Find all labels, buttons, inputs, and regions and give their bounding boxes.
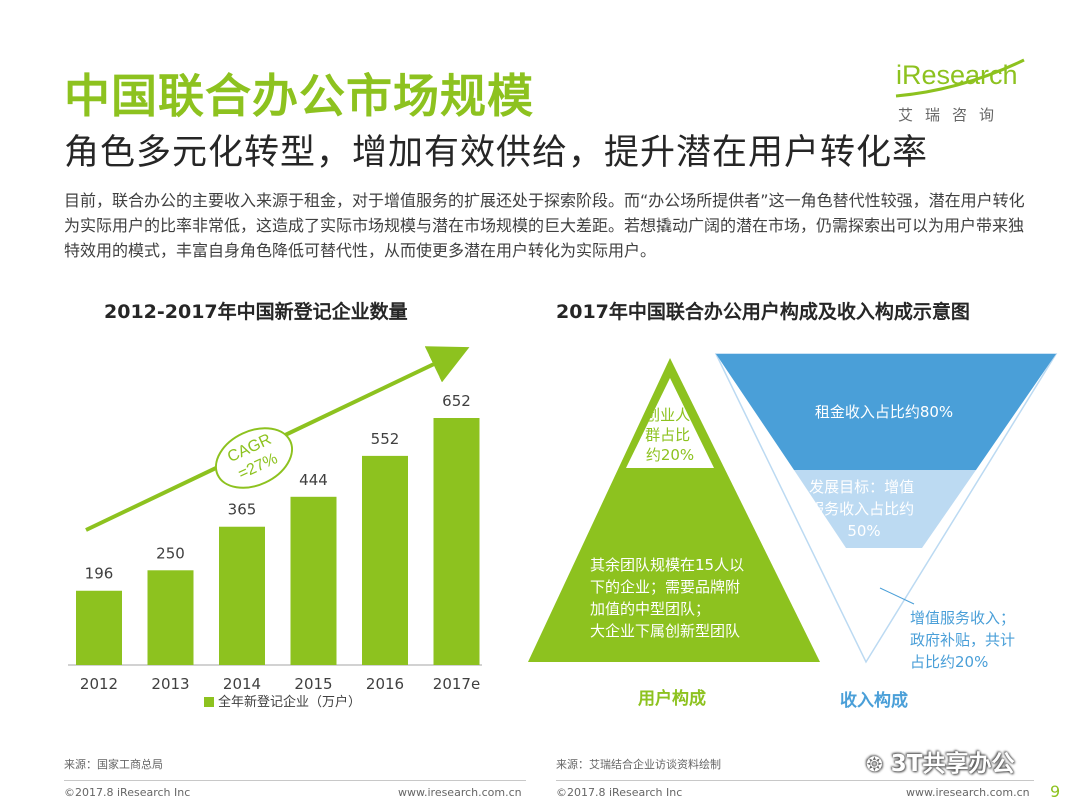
- bar-2017e: [433, 418, 480, 665]
- footer-divider-right: [556, 780, 1034, 781]
- user-pyramid: [528, 358, 820, 662]
- logo-brand: iResearch: [896, 60, 1018, 90]
- bar-chart-title: 2012-2017年中国新登记企业数量: [104, 301, 408, 323]
- x-tick-label: 2012: [80, 675, 118, 693]
- revenue-composition-label: 收入构成: [840, 690, 908, 711]
- watermark: ❂ 3T共享办公: [866, 744, 1014, 778]
- logo-subtext: 艾瑞咨询: [898, 106, 1007, 124]
- copyright-left: ©2017.8 iResearch Inc: [64, 786, 191, 799]
- url-right[interactable]: www.iresearch.com.cn: [906, 786, 1030, 799]
- bar-value-label: 250: [156, 544, 185, 562]
- source-left: 来源：国家工商总局: [64, 758, 163, 771]
- user-bottom-text: 其余团队规模在15人以 下的企业；需要品牌附 加值的中型团队； 大企业下属创新型…: [590, 556, 749, 640]
- url-left[interactable]: www.iresearch.com.cn: [398, 786, 522, 799]
- chat-bubble-icon: ❂: [866, 752, 883, 776]
- user-composition-label: 用户构成: [638, 688, 706, 709]
- composition-diagram: 创业人 群占比 约20% 其余团队规模在15人以 下的企业；需要品牌附 加值的中…: [528, 353, 1058, 711]
- logo-swoosh-icon: [895, 58, 1025, 98]
- bar-value-label: 552: [371, 430, 400, 448]
- watermark-text: 3T共享办公: [890, 751, 1015, 777]
- footer-divider-left: [64, 780, 526, 781]
- bar-2016: [362, 455, 408, 665]
- bar-2015: [290, 496, 337, 665]
- bar-chart: CAGR =27% 196 2012 250 2013 365 2014 444 2015 55…: [68, 346, 482, 710]
- bar-2012: [76, 590, 122, 665]
- bar-2014: [219, 526, 265, 665]
- bar-value-label: 365: [228, 501, 257, 519]
- x-tick-label: 2016: [366, 675, 404, 693]
- intro-paragraph: 目前，联合办公的主要收入来源于租金，对于增值服务的扩展还处于探索阶段。而“办公场…: [64, 191, 1025, 260]
- source-right: 来源：艾瑞结合企业访谈资料绘制: [556, 758, 721, 771]
- page-title: 中国联合办公市场规模: [64, 69, 534, 123]
- page-subtitle: 角色多元化转型，增加有效供给，提升潜在用户转化率: [64, 133, 929, 173]
- bar-value-label: 652: [442, 392, 471, 410]
- legend-label: 全年新登记企业（万户）: [218, 694, 361, 710]
- bar-2013: [147, 570, 194, 665]
- revenue-goal-section: [794, 470, 976, 548]
- user-top-text: 创业人 群占比 约20%: [645, 406, 695, 464]
- revenue-rent-section: [716, 354, 1056, 470]
- bar-value-label: 444: [299, 471, 328, 489]
- x-tick-label: 2014: [223, 675, 261, 693]
- revenue-note-text: 增值服务收入； 政府补贴，共计 占比约20%: [910, 609, 1020, 671]
- x-tick-label: 2015: [294, 675, 332, 693]
- copyright-right: ©2017.8 iResearch Inc: [556, 786, 683, 799]
- iresearch-logo: iResearch 艾瑞咨询: [892, 56, 1032, 128]
- note-connector: [879, 587, 915, 605]
- x-tick-label: 2013: [151, 675, 189, 693]
- revenue-rent-text: 租金收入占比约80%: [815, 403, 953, 421]
- legend-swatch: [204, 697, 214, 707]
- page-number: 9: [1050, 782, 1061, 801]
- cagr-badge: CAGR =27%: [214, 427, 294, 489]
- user-pyramid-top: [626, 378, 714, 468]
- composition-chart-title: 2017年中国联合办公用户构成及收入构成示意图: [556, 301, 970, 323]
- revenue-goal-text: 发展目标：增值 服务收入占比约 50%: [809, 478, 919, 540]
- x-tick-label: 2017e: [433, 675, 480, 693]
- bars-layer: 196 2012 250 2013 365 2014 444 2015 552 2016 652 20…: [76, 392, 480, 693]
- bar-value-label: 196: [85, 565, 114, 583]
